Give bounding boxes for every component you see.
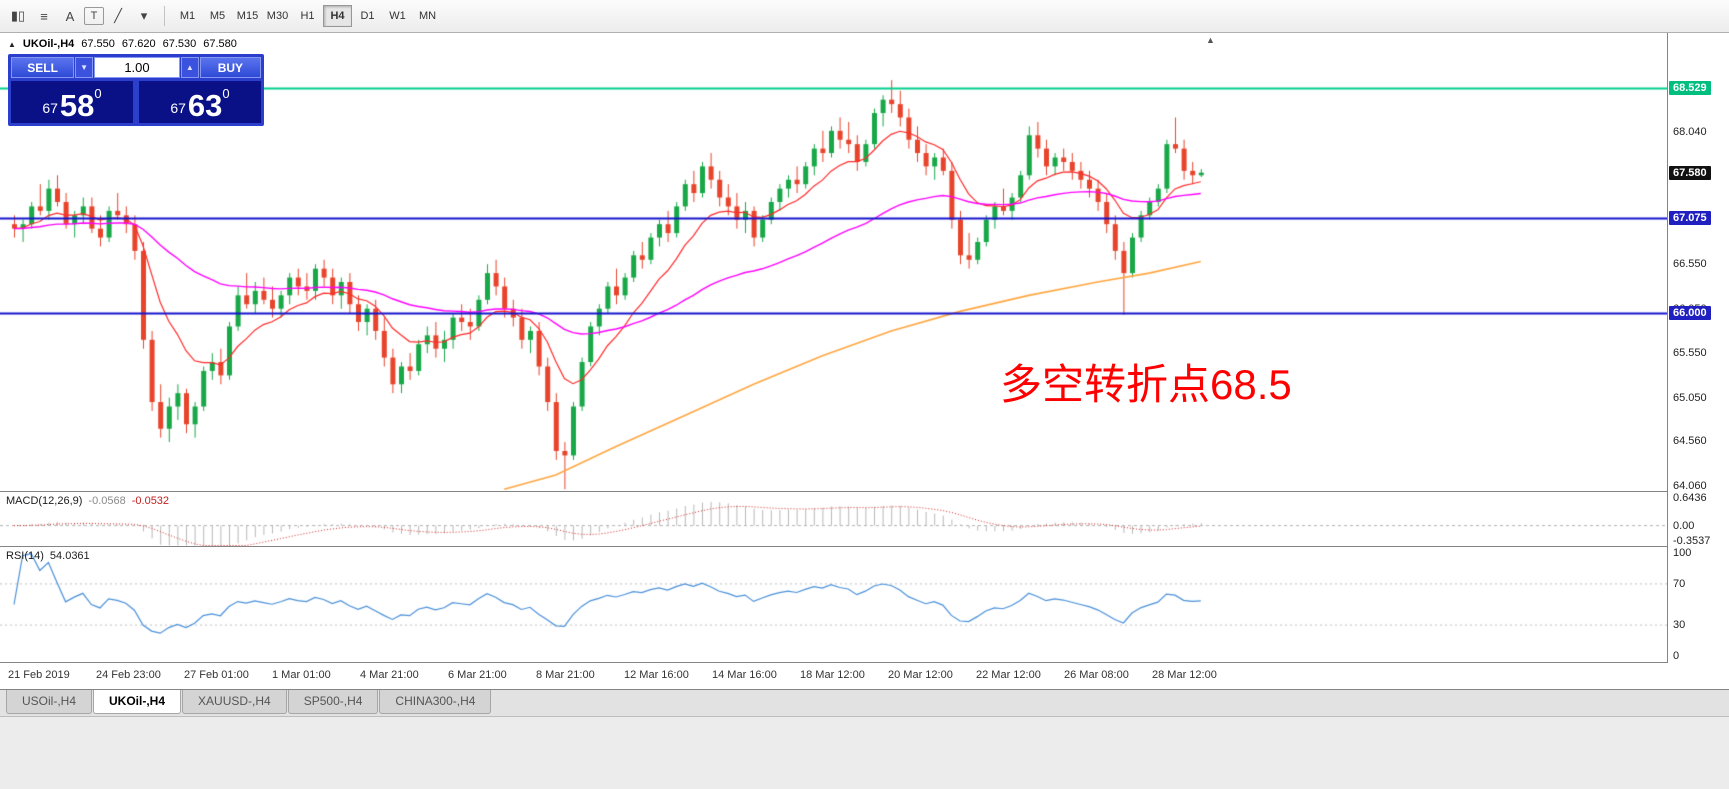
timeframe-mn[interactable]: MN — [413, 5, 442, 27]
macd-axis-label: -0.3537 — [1673, 535, 1711, 547]
tab-usoil-h4[interactable]: USOil-,H4 — [6, 690, 93, 714]
macd-name: MACD(12,26,9) — [6, 495, 83, 507]
ohlc-header: ▲ UKOil-,H4 67.550 67.620 67.530 67.580 — [8, 38, 237, 50]
time-axis[interactable]: 21 Feb 2019 24 Feb 23:00 27 Feb 01:00 1 Mar… — [0, 663, 1729, 690]
macd-axis-label: 0.00 — [1673, 519, 1695, 532]
buy-price-display[interactable]: 67 63 0 — [139, 81, 261, 123]
volume-decrease-button[interactable]: ▼ — [75, 57, 93, 78]
toolbar-separator — [164, 6, 165, 26]
rsi-axis-label: 100 — [1673, 547, 1692, 559]
timeframe-w1[interactable]: W1 — [383, 5, 412, 27]
rsi-canvas[interactable] — [0, 547, 1667, 662]
timeframe-m15[interactable]: M15 — [233, 5, 262, 27]
time-axis-label: 20 Mar 12:00 — [888, 669, 953, 681]
price-axis-label: 65.050 — [1673, 391, 1707, 404]
rsi-axis-label: 30 — [1673, 619, 1686, 632]
price-axis-label: 66.550 — [1673, 258, 1707, 271]
time-axis-label: 6 Mar 21:00 — [448, 669, 507, 681]
time-axis-label: 21 Feb 2019 — [8, 669, 70, 681]
time-axis-label: 12 Mar 16:00 — [624, 669, 689, 681]
time-axis-label: 8 Mar 21:00 — [536, 669, 595, 681]
rsi-name: RSI(14) — [6, 550, 44, 562]
timeframe-bar: M1 M5 M15 M30 H1 H4 D1 W1 MN — [173, 5, 442, 27]
chart-candles-icon[interactable]: ▮▯ — [10, 8, 26, 23]
collapse-arrow-icon[interactable]: ▲ — [8, 39, 16, 49]
macd-canvas[interactable] — [0, 492, 1667, 546]
macd-panel: MACD(12,26,9) -0.0568 -0.0532 — [0, 492, 1729, 547]
tab-china300-h4[interactable]: CHINA300-,H4 — [379, 690, 492, 714]
rsi-panel: RSI(14) 54.0361 — [0, 547, 1729, 663]
tool-icon-group: ▮▯ ≡ A T ╱ ▾ — [6, 4, 156, 28]
sell-price-prefix: 67 — [42, 100, 58, 116]
timeframe-h4[interactable]: H4 — [323, 5, 352, 27]
main-chart-panel: ▲ UKOil-,H4 67.550 67.620 67.530 67.580 … — [0, 33, 1729, 492]
ohlc-high: 67.620 — [121, 38, 156, 50]
price-badge-level: 66.000 — [1669, 306, 1711, 321]
time-axis-label: 28 Mar 12:00 — [1152, 669, 1217, 681]
tab-xauusd-h4[interactable]: XAUUSD-,H4 — [182, 690, 287, 714]
price-axis[interactable]: 68.04066.55066.05065.55065.05064.56064.0… — [1667, 33, 1729, 663]
ohlc-low: 67.530 — [162, 38, 197, 50]
macd-main-value: -0.0568 — [88, 495, 126, 507]
buy-button[interactable]: BUY — [199, 57, 261, 78]
sell-price-display[interactable]: 67 58 0 — [11, 81, 133, 123]
macd-label: MACD(12,26,9) -0.0568 -0.0532 — [6, 495, 169, 507]
tab-ukoil-h4[interactable]: UKOil-,H4 — [93, 690, 182, 714]
time-axis-label: 14 Mar 16:00 — [712, 669, 777, 681]
time-axis-label: 26 Mar 08:00 — [1064, 669, 1129, 681]
macd-axis-label: 0.6436 — [1673, 492, 1707, 504]
price-axis-label: 68.040 — [1673, 125, 1707, 138]
timeframe-m30[interactable]: M30 — [263, 5, 292, 27]
text-box-icon[interactable]: T — [84, 7, 104, 25]
price-chart-canvas[interactable] — [0, 33, 1667, 491]
price-axis-label: 64.560 — [1673, 435, 1707, 448]
timeframe-m1[interactable]: M1 — [173, 5, 202, 27]
chart-tab-bar: USOil-,H4 UKOil-,H4 XAUUSD-,H4 SP500-,H4 CHI… — [0, 690, 1729, 717]
time-axis-label: 27 Feb 01:00 — [184, 669, 249, 681]
top-toolbar: ▮▯ ≡ A T ╱ ▾ M1 M5 M15 M30 H1 H4 D1 W1 MN — [0, 0, 1729, 33]
buy-price-sup: 0 — [222, 86, 230, 101]
symbol-period-label: UKOil-,H4 — [22, 38, 75, 50]
sell-price-sup: 0 — [94, 86, 102, 101]
tab-sp500-h4[interactable]: SP500-,H4 — [287, 690, 379, 714]
rsi-axis-label: 70 — [1673, 577, 1686, 590]
buy-price-prefix: 67 — [170, 100, 186, 116]
volume-increase-button[interactable]: ▲ — [180, 57, 199, 78]
price-badge-current: 67.580 — [1669, 165, 1711, 180]
ohlc-open: 67.550 — [81, 38, 115, 50]
price-badge-level: 67.075 — [1669, 210, 1711, 225]
buy-price-pips: 63 — [187, 88, 223, 123]
draw-tool-caret-icon[interactable]: ▾ — [140, 8, 148, 23]
timeframe-m5[interactable]: M5 — [203, 5, 232, 27]
timeframe-h1[interactable]: H1 — [293, 5, 322, 27]
rsi-label: RSI(14) 54.0361 — [6, 550, 90, 562]
ohlc-close: 67.580 — [203, 38, 237, 50]
time-axis-label: 18 Mar 12:00 — [800, 669, 865, 681]
chart-shift-marker-icon: ▲ — [1206, 35, 1215, 45]
timeframe-d1[interactable]: D1 — [353, 5, 382, 27]
price-badge-resistance: 68.529 — [1669, 81, 1711, 96]
chart-annotation-text: 多空转折点68.5 — [1000, 361, 1292, 408]
volume-input[interactable] — [93, 57, 180, 78]
time-axis-label: 4 Mar 21:00 — [360, 669, 419, 681]
time-axis-label: 22 Mar 12:00 — [976, 669, 1041, 681]
window-background — [0, 717, 1729, 789]
price-axis-label: 64.060 — [1673, 479, 1707, 492]
time-axis-label: 1 Mar 01:00 — [272, 669, 331, 681]
rsi-axis-label: 0 — [1673, 650, 1680, 662]
text-label-icon[interactable]: A — [65, 8, 75, 24]
sell-button[interactable]: SELL — [11, 57, 75, 78]
sell-price-pips: 58 — [59, 88, 95, 123]
macd-signal-value: -0.0532 — [131, 495, 170, 507]
time-axis-label: 24 Feb 23:00 — [96, 669, 161, 681]
draw-line-icon[interactable]: ╱ — [114, 8, 122, 23]
price-axis-label: 65.550 — [1673, 347, 1707, 360]
chart-stack: ▲ UKOil-,H4 67.550 67.620 67.530 67.580 … — [0, 33, 1729, 663]
indicator-list-icon[interactable]: ≡ — [40, 8, 48, 24]
rsi-value: 54.0361 — [49, 550, 90, 562]
